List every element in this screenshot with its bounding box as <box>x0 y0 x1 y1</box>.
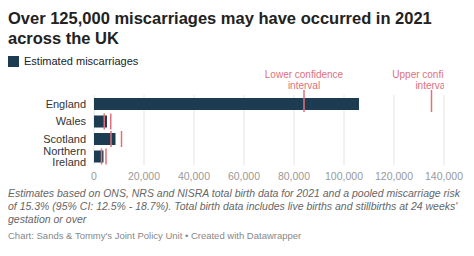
svg-text:20,000: 20,000 <box>128 170 160 182</box>
svg-text:140,000: 140,000 <box>425 170 463 182</box>
svg-text:NorthernIreland: NorthernIreland <box>43 145 86 168</box>
svg-text:Upper confidenceinterval: Upper confidenceinterval <box>392 69 444 91</box>
svg-text:80,000: 80,000 <box>278 170 310 182</box>
svg-text:0: 0 <box>91 170 97 182</box>
svg-text:40,000: 40,000 <box>178 170 210 182</box>
html-text:Chart: Sands & Tommy's Joint P: Chart: Sands & Tommy's Joint Policy Unit… <box>8 230 302 241</box>
svg-text:Wales: Wales <box>56 115 87 127</box>
html-text:Estimated miscarriages: Estimated miscarriages <box>24 55 139 67</box>
svg-text:120,000: 120,000 <box>375 170 413 182</box>
svg-text:Scotland: Scotland <box>43 133 86 145</box>
svg-text:England: England <box>46 98 86 110</box>
svg-text:Lower confidenceinterval: Lower confidenceinterval <box>265 69 344 91</box>
svg-text:60,000: 60,000 <box>228 170 260 182</box>
html-text:Estimates based on ONS, NRS an: Estimates based on ONS, NRS and NISRA to… <box>8 187 460 225</box>
html-text:Over 125,000 miscarriages may: Over 125,000 miscarriages may have occur… <box>8 9 432 47</box>
svg-text:100,000: 100,000 <box>325 170 363 182</box>
